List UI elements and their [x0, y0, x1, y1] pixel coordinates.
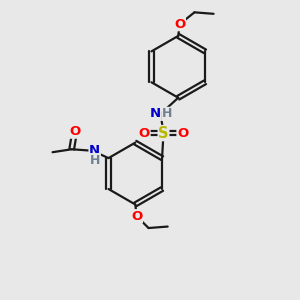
Text: S: S — [158, 126, 169, 141]
Text: O: O — [131, 210, 142, 223]
Text: N: N — [150, 107, 161, 120]
Text: N: N — [89, 144, 100, 157]
Text: O: O — [177, 127, 188, 140]
Text: O: O — [69, 125, 80, 138]
Text: O: O — [174, 18, 185, 31]
Text: H: H — [89, 154, 100, 167]
Text: O: O — [139, 127, 150, 140]
Text: H: H — [162, 107, 172, 120]
